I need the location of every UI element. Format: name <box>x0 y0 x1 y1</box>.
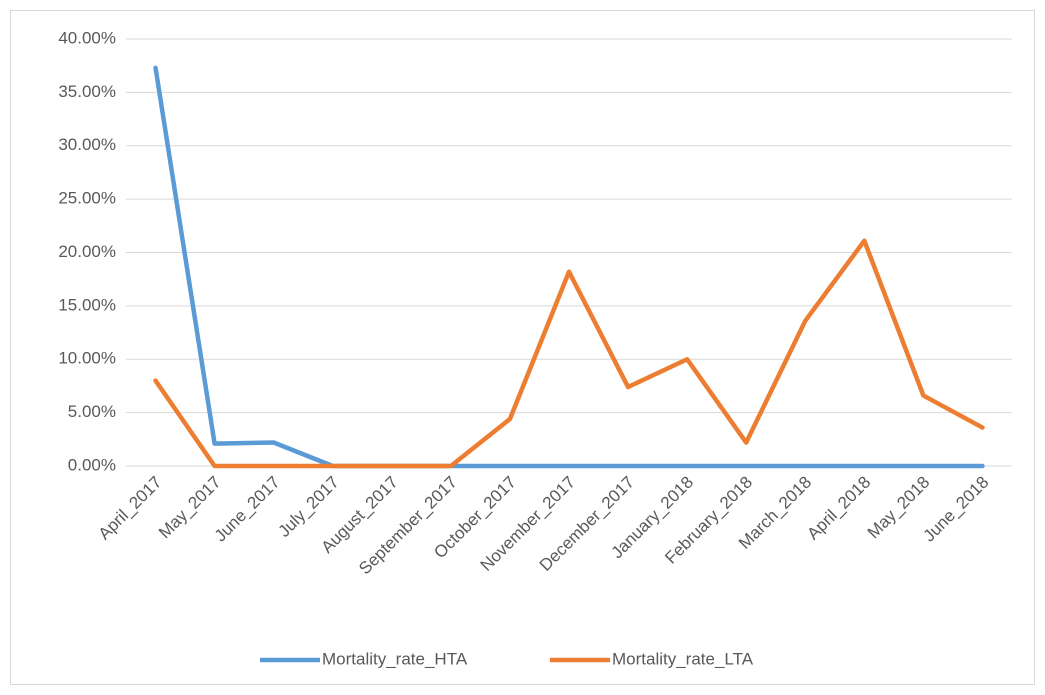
y-tick-label: 25.00% <box>58 189 116 208</box>
y-tick-label: 40.00% <box>58 28 116 47</box>
y-tick-label: 0.00% <box>68 455 116 474</box>
y-tick-label: 15.00% <box>58 295 116 314</box>
legend-label: Mortality_rate_HTA <box>322 649 468 668</box>
chart-border <box>10 10 1035 685</box>
y-tick-label: 35.00% <box>58 82 116 101</box>
y-tick-label: 10.00% <box>58 349 116 368</box>
y-tick-label: 5.00% <box>68 402 116 421</box>
series-line <box>153 65 985 469</box>
series-line <box>153 238 985 469</box>
y-tick-label: 20.00% <box>58 242 116 261</box>
legend-label: Mortality_rate_LTA <box>612 649 754 668</box>
y-tick-label: 30.00% <box>58 135 116 154</box>
